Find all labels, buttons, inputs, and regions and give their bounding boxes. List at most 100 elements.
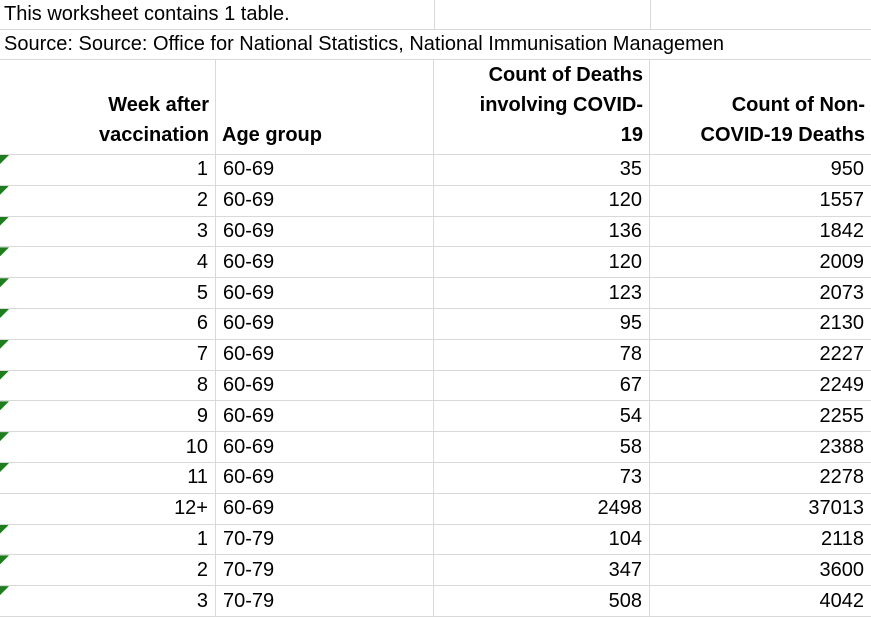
- covid-deaths-value: 136: [608, 219, 642, 242]
- worksheet-note-cell[interactable]: This worksheet contains 1 table.: [0, 0, 871, 30]
- cell-age-group[interactable]: 70-79: [216, 586, 434, 616]
- cell-week-after-vaccination[interactable]: 2: [0, 185, 216, 216]
- table-row: 4 60-69 120 2009: [0, 247, 871, 279]
- cell-covid-deaths[interactable]: 508: [434, 586, 650, 616]
- cell-week-after-vaccination[interactable]: 12+: [0, 493, 216, 524]
- cell-week-after-vaccination[interactable]: 7: [0, 339, 216, 370]
- cell-covid-deaths[interactable]: 73: [434, 462, 650, 493]
- error-indicator-icon: [0, 185, 9, 195]
- cell-week-after-vaccination[interactable]: 4: [0, 247, 216, 278]
- cell-covid-deaths[interactable]: 104: [434, 524, 650, 555]
- cell-non-covid-deaths[interactable]: 2227: [650, 340, 871, 370]
- cell-non-covid-deaths[interactable]: 2278: [650, 463, 871, 493]
- week-value: 2: [196, 189, 208, 212]
- cell-week-after-vaccination[interactable]: 1: [0, 155, 216, 185]
- non-covid-deaths-value: 2255: [819, 404, 865, 427]
- cell-non-covid-deaths[interactable]: 2118: [650, 525, 871, 555]
- covid-deaths-value: 35: [619, 158, 642, 181]
- cell-week-after-vaccination[interactable]: 11: [0, 462, 216, 493]
- age-group-value: 60-69: [223, 250, 275, 273]
- non-covid-deaths-value: 950: [830, 158, 864, 181]
- header-covid-deaths[interactable]: Count of Deaths involving COVID- 19: [434, 60, 650, 154]
- cell-age-group[interactable]: 60-69: [216, 278, 434, 308]
- table-row: 2 70-79 347 3600: [0, 555, 871, 587]
- cell-age-group[interactable]: 60-69: [216, 308, 434, 339]
- cell-covid-deaths[interactable]: 54: [434, 401, 650, 432]
- cell-age-group[interactable]: 60-69: [216, 462, 434, 493]
- cell-age-group[interactable]: 60-69: [216, 401, 434, 432]
- cell-covid-deaths[interactable]: 58: [434, 432, 650, 462]
- age-group-value: 60-69: [223, 343, 275, 366]
- cell-age-group[interactable]: 60-69: [216, 247, 434, 278]
- cell-age-group[interactable]: 60-69: [216, 216, 434, 247]
- cell-covid-deaths[interactable]: 347: [434, 555, 650, 586]
- covid-deaths-value: 120: [608, 189, 642, 212]
- error-indicator-icon: [0, 555, 9, 565]
- week-value: 7: [196, 343, 208, 366]
- covid-deaths-value: 58: [619, 435, 642, 458]
- header-non-covid-deaths[interactable]: Count of Non- COVID-19 Deaths: [650, 60, 871, 154]
- non-covid-deaths-value: 4042: [819, 589, 865, 612]
- cell-age-group[interactable]: 70-79: [216, 524, 434, 555]
- cell-covid-deaths[interactable]: 120: [434, 247, 650, 278]
- cell-age-group[interactable]: 60-69: [216, 339, 434, 370]
- cell-non-covid-deaths[interactable]: 1557: [650, 186, 871, 216]
- cell-covid-deaths[interactable]: 67: [434, 370, 650, 401]
- cell-week-after-vaccination[interactable]: 3: [0, 216, 216, 247]
- cell-covid-deaths[interactable]: 95: [434, 308, 650, 339]
- non-covid-deaths-value: 1557: [819, 189, 865, 212]
- week-value: 2: [196, 558, 208, 581]
- age-group-value: 70-79: [223, 558, 275, 581]
- covid-deaths-value: 67: [619, 373, 642, 396]
- covid-deaths-value: 104: [608, 527, 642, 550]
- cell-covid-deaths[interactable]: 123: [434, 278, 650, 308]
- cell-non-covid-deaths[interactable]: 2130: [650, 309, 871, 339]
- cell-week-after-vaccination[interactable]: 2: [0, 555, 216, 586]
- cell-non-covid-deaths[interactable]: 2009: [650, 247, 871, 277]
- header-age-group[interactable]: Age group: [216, 60, 434, 154]
- header-label: Age group: [222, 124, 322, 146]
- cell-week-after-vaccination[interactable]: 1: [0, 524, 216, 555]
- cell-age-group[interactable]: 60-69: [216, 370, 434, 401]
- header-week-after-vaccination[interactable]: Week after vaccination: [0, 60, 216, 154]
- cell-non-covid-deaths[interactable]: 3600: [650, 555, 871, 585]
- cell-covid-deaths[interactable]: 78: [434, 339, 650, 370]
- cell-age-group[interactable]: 60-69: [216, 155, 434, 185]
- age-group-value: 60-69: [223, 312, 275, 335]
- cell-age-group[interactable]: 60-69: [216, 432, 434, 462]
- cell-non-covid-deaths[interactable]: 2073: [650, 278, 871, 308]
- cell-non-covid-deaths[interactable]: 2249: [650, 371, 871, 401]
- table-body: 1 60-69 35 950 2 60-69 120: [0, 155, 871, 617]
- cell-age-group[interactable]: 70-79: [216, 555, 434, 586]
- non-covid-deaths-value: 2130: [819, 312, 865, 335]
- cell-non-covid-deaths[interactable]: 2388: [650, 432, 871, 462]
- cell-non-covid-deaths[interactable]: 2255: [650, 401, 871, 431]
- source-cell[interactable]: Source: Source: Office for National Stat…: [0, 30, 871, 60]
- cell-age-group[interactable]: 60-69: [216, 185, 434, 216]
- cell-week-after-vaccination[interactable]: 8: [0, 370, 216, 401]
- cell-non-covid-deaths[interactable]: 4042: [650, 586, 871, 616]
- table-row: 7 60-69 78 2227: [0, 339, 871, 371]
- week-value: 5: [196, 281, 208, 304]
- cell-covid-deaths[interactable]: 120: [434, 185, 650, 216]
- error-indicator-icon: [0, 308, 9, 318]
- cell-week-after-vaccination[interactable]: 5: [0, 278, 216, 308]
- cell-week-after-vaccination[interactable]: 3: [0, 586, 216, 616]
- table-row: 2 60-69 120 1557: [0, 185, 871, 217]
- cell-age-group[interactable]: 60-69: [216, 493, 434, 524]
- cell-week-after-vaccination[interactable]: 9: [0, 401, 216, 432]
- table-row: 12+ 60-69 2498 37013: [0, 493, 871, 525]
- cell-week-after-vaccination[interactable]: 10: [0, 432, 216, 462]
- covid-deaths-value: 73: [619, 466, 642, 489]
- cell-covid-deaths[interactable]: 35: [434, 155, 650, 185]
- cell-non-covid-deaths[interactable]: 1842: [650, 217, 871, 247]
- error-indicator-icon: [0, 586, 9, 596]
- cell-covid-deaths[interactable]: 2498: [434, 493, 650, 524]
- table-row: 3 70-79 508 4042: [0, 586, 871, 617]
- cell-non-covid-deaths[interactable]: 950: [650, 155, 871, 185]
- cell-covid-deaths[interactable]: 136: [434, 216, 650, 247]
- cell-week-after-vaccination[interactable]: 6: [0, 308, 216, 339]
- week-value: 3: [196, 219, 208, 242]
- table-row: 11 60-69 73 2278: [0, 462, 871, 494]
- cell-non-covid-deaths[interactable]: 37013: [650, 494, 871, 524]
